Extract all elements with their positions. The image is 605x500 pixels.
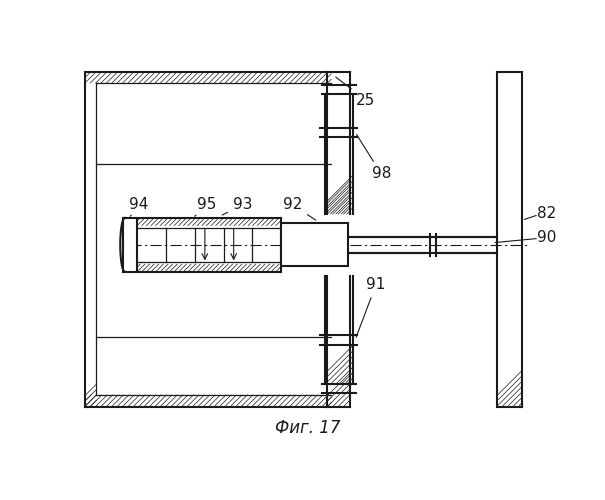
Text: 93: 93 — [222, 198, 252, 215]
Text: 82: 82 — [537, 206, 556, 222]
Bar — [281, 223, 348, 266]
Text: 25: 25 — [336, 77, 376, 108]
Text: 91: 91 — [356, 278, 385, 338]
Text: 95: 95 — [195, 198, 216, 216]
Text: 98: 98 — [356, 134, 391, 182]
Text: 92: 92 — [283, 198, 316, 220]
Bar — [123, 218, 137, 272]
Text: Фиг. 17: Фиг. 17 — [275, 419, 341, 437]
Text: 94: 94 — [129, 198, 148, 216]
Text: 90: 90 — [537, 230, 556, 244]
